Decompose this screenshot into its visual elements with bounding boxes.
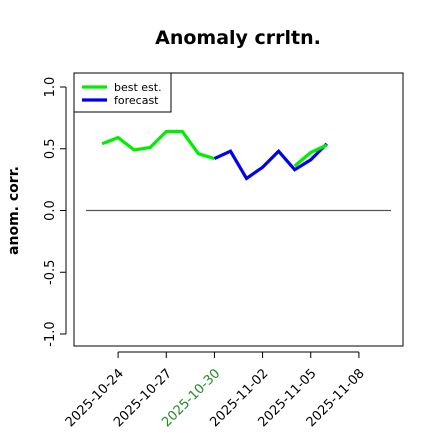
- series-line-forecast: [213, 142, 328, 181]
- y-tick-label: 0.5: [43, 138, 58, 159]
- legend: best est.forecast: [73, 72, 172, 113]
- y-tick-label: -0.5: [43, 260, 58, 285]
- y-tick-label: 0.0: [43, 200, 58, 221]
- legend-label: best est.: [114, 81, 162, 94]
- plot-frame: [73, 72, 404, 347]
- series-line-extra-2: [293, 143, 328, 168]
- series-line-best-est: [101, 129, 215, 161]
- chart-title: Anomaly crrltn.: [155, 27, 321, 49]
- y-tick-label: 1.0: [43, 77, 58, 98]
- y-tick-label: -1.0: [43, 321, 58, 346]
- legend-box: [73, 72, 172, 113]
- y-axis-label: anom. corr.: [6, 166, 22, 255]
- legend-label: forecast: [114, 94, 159, 107]
